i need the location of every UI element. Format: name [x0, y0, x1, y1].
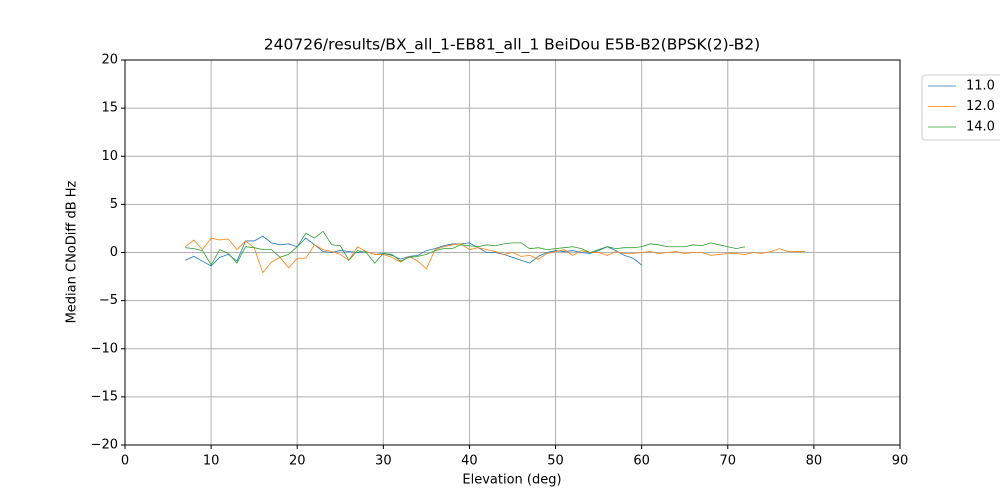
data-line: [185, 237, 806, 274]
x-tick-label: 20: [289, 454, 306, 469]
y-tick-label: −10: [91, 341, 118, 356]
x-tick-label: 10: [203, 454, 220, 469]
y-tick-label: −5: [99, 293, 118, 308]
legend-label: 11.0: [966, 79, 995, 94]
x-tick-label: 0: [121, 454, 129, 469]
x-axis-label: Elevation (deg): [462, 473, 561, 488]
x-tick-label: 70: [720, 454, 737, 469]
chart-title: 240726/results/BX_all_1-EB81_all_1 BeiDo…: [264, 36, 760, 55]
y-tick-label: −15: [91, 389, 118, 404]
legend-label: 12.0: [966, 99, 995, 114]
y-tick-label: 10: [101, 149, 118, 164]
x-tick-label: 40: [461, 454, 478, 469]
x-tick-label: 50: [547, 454, 564, 469]
y-axis-label: Median CNoDiff dB Hz: [65, 180, 80, 323]
y-tick-label: 20: [101, 53, 118, 68]
y-tick-label: −20: [91, 438, 118, 453]
x-tick-label: 60: [633, 454, 650, 469]
plot-frame: [124, 59, 901, 446]
legend-box: [921, 74, 1000, 141]
x-tick-label: 30: [375, 454, 392, 469]
data-line: [185, 235, 642, 267]
x-tick-label: 90: [892, 454, 909, 469]
y-tick-label: 5: [110, 197, 118, 212]
y-tick-label: 15: [101, 101, 118, 116]
data-line: [185, 230, 746, 266]
legend-label: 14.0: [966, 120, 995, 135]
y-tick-label: 0: [110, 245, 118, 260]
x-tick-label: 80: [806, 454, 823, 469]
